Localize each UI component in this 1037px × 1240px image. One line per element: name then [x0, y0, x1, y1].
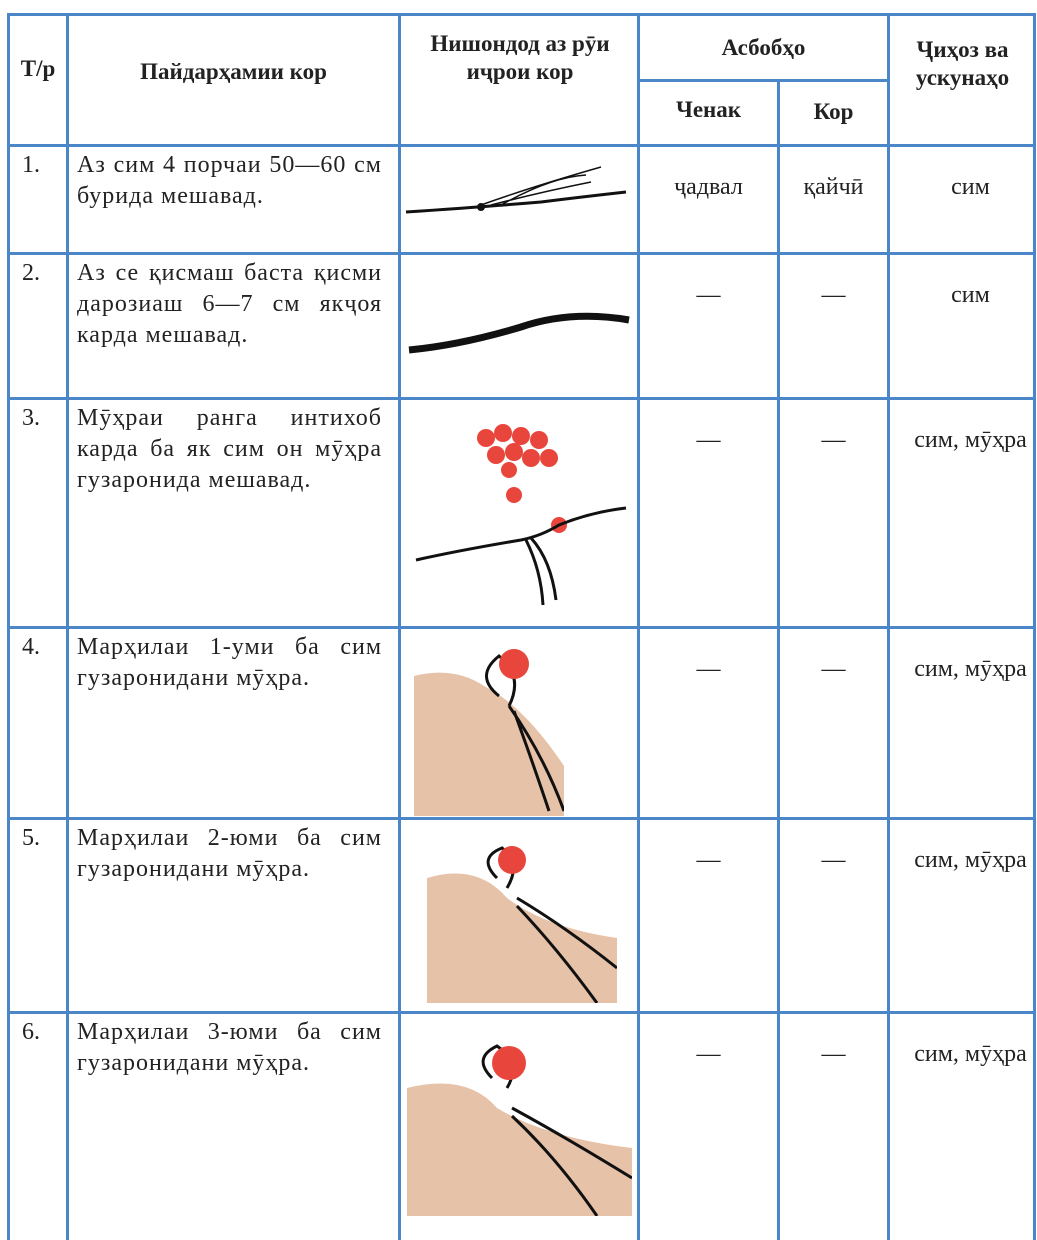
table-cell: Марҳилаи 1-уми ба сим гузаронидани мӯҳра…	[77, 634, 382, 691]
border	[7, 817, 1036, 820]
table-cell: —	[696, 282, 721, 308]
header-cell: Т/р	[20, 56, 56, 81]
header-cell: Пайдарҳамии кор	[140, 59, 327, 84]
table-cell: сим, мӯҳра	[914, 656, 1027, 682]
table-cell: 3.	[22, 405, 40, 431]
photo	[407, 1044, 632, 1216]
table-cell: сим, мӯҳра	[914, 847, 1027, 873]
table-cell: Мӯҳраи ранга интихоб карда ба як сим он …	[77, 405, 382, 493]
border	[7, 13, 1036, 16]
table-cell: қайчӣ	[803, 174, 864, 200]
border	[7, 252, 1036, 255]
border	[7, 13, 10, 1240]
photo	[408, 312, 630, 354]
photo	[414, 649, 564, 816]
border	[637, 13, 640, 1240]
table-cell: —	[821, 282, 846, 308]
header-cell: Нишондод аз рӯи иҷрои кор	[430, 31, 610, 84]
table-cell: 1.	[22, 152, 40, 178]
border	[66, 13, 69, 1240]
table-cell: —	[696, 1041, 721, 1067]
photo	[415, 424, 627, 606]
border	[777, 79, 780, 1240]
table-cell: —	[696, 847, 721, 873]
table-cell: —	[821, 656, 846, 682]
table-cell: сим	[951, 282, 990, 308]
table-cell: 5.	[22, 825, 40, 851]
table-cell: Аз се қисмаш баста қисми дарозиаш 6—7 см…	[77, 260, 382, 348]
header-cell: Асбобҳо	[721, 35, 806, 60]
table-cell: Марҳилаи 3-юми ба сим гузаронидани мӯҳра…	[77, 1019, 382, 1076]
header-cell: Кор	[813, 99, 854, 124]
table-cell: —	[696, 427, 721, 453]
table-cell: —	[821, 427, 846, 453]
table-cell: —	[821, 1041, 846, 1067]
border	[7, 626, 1036, 629]
photo	[405, 166, 627, 214]
table-cell: —	[696, 656, 721, 682]
header-cell: Ҷиҳоз ва ускунаҳо	[915, 37, 1010, 90]
border	[7, 144, 1036, 147]
table-cell: 2.	[22, 260, 40, 286]
border	[638, 79, 888, 82]
border	[1033, 13, 1036, 1240]
border	[7, 1011, 1036, 1014]
border	[887, 13, 890, 1240]
border	[398, 13, 401, 1240]
table-cell: Марҳилаи 2-юми ба сим гузаронидани мӯҳра…	[77, 825, 382, 882]
header-cell: Ченак	[675, 97, 742, 122]
table-cell: 4.	[22, 634, 40, 660]
table-cell: —	[821, 847, 846, 873]
table-cell: Аз сим 4 порчаи 50—60 см бурида мешавад.	[77, 152, 382, 209]
border	[7, 397, 1036, 400]
table-cell: сим	[951, 174, 990, 200]
photo	[427, 846, 617, 1003]
table-cell: сим, мӯҳра	[914, 427, 1027, 453]
table-cell: сим, мӯҳра	[914, 1041, 1027, 1067]
table-cell: ҷадвал	[674, 174, 743, 200]
table-cell: 6.	[22, 1019, 40, 1045]
